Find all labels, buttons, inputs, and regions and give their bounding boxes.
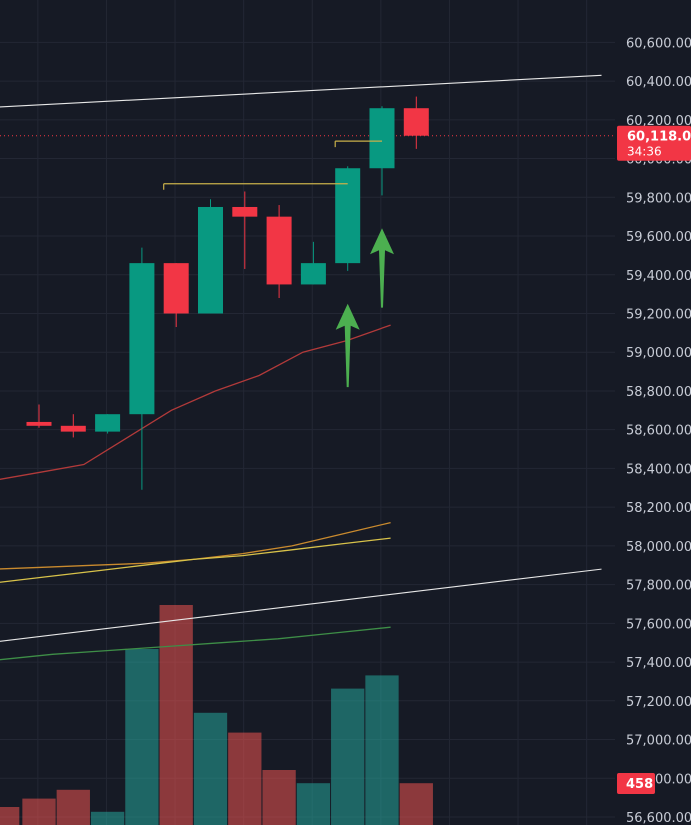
candle-body bbox=[403, 108, 429, 136]
price-axis-tick-label: 59,600.00 bbox=[626, 230, 691, 245]
volume-bar bbox=[228, 732, 262, 825]
volume-tag: 458 bbox=[617, 773, 655, 794]
price-axis[interactable]: 60,600.0060,400.0060,200.0060,000.0059,8… bbox=[626, 36, 691, 825]
price-axis-tick-label: 57,600.00 bbox=[626, 617, 691, 632]
volume-bar bbox=[296, 783, 331, 825]
price-axis-tick-label: 57,200.00 bbox=[626, 695, 691, 710]
candle-body bbox=[266, 216, 292, 285]
price-axis-tick-label: 58,000.00 bbox=[626, 540, 691, 555]
volume-bar bbox=[125, 649, 159, 825]
volume-tag-background bbox=[617, 773, 655, 794]
candle-body bbox=[163, 263, 189, 314]
moving-average-line bbox=[0, 626, 391, 661]
grid-lines bbox=[0, 0, 615, 825]
volume-bar bbox=[262, 770, 296, 825]
price-axis-tick-label: 59,000.00 bbox=[626, 346, 691, 361]
volume-bar bbox=[56, 789, 90, 825]
volume-bar bbox=[0, 807, 20, 825]
volume-bars bbox=[0, 605, 433, 825]
price-axis-tick-label: 58,200.00 bbox=[626, 501, 691, 516]
candle-body bbox=[198, 206, 223, 314]
annotation-arrows[interactable] bbox=[335, 228, 394, 388]
price-axis-tick-label: 57,400.00 bbox=[626, 656, 691, 671]
moving-average-line bbox=[0, 324, 391, 480]
current-price-label: 60,118.00 bbox=[627, 130, 691, 145]
volume-bar bbox=[159, 605, 193, 825]
candle-body bbox=[300, 263, 326, 285]
price-axis-tick-label: 57,800.00 bbox=[626, 579, 691, 594]
up-arrow-annotation bbox=[370, 228, 394, 308]
price-axis-tick-label: 59,200.00 bbox=[626, 307, 691, 322]
candle-body bbox=[26, 421, 52, 426]
trendline bbox=[0, 74, 602, 108]
price-axis-tick-label: 57,000.00 bbox=[626, 734, 691, 749]
candle-body bbox=[335, 168, 361, 264]
volume-bar bbox=[365, 675, 399, 825]
candle-body bbox=[129, 263, 155, 415]
candle-body bbox=[232, 206, 258, 217]
bar-countdown-label: 34:36 bbox=[627, 145, 662, 159]
up-arrow-annotation bbox=[335, 303, 360, 388]
volume-bar bbox=[399, 783, 433, 825]
moving-averages bbox=[0, 324, 391, 661]
price-axis-tick-label: 60,200.00 bbox=[626, 114, 691, 129]
candle-body bbox=[60, 425, 86, 432]
price-axis-tick-label: 58,600.00 bbox=[626, 424, 691, 439]
price-axis-tick-label: 60,400.00 bbox=[626, 75, 691, 90]
price-axis-tick-label: 56,600.00 bbox=[626, 811, 691, 825]
candle-body bbox=[95, 414, 121, 432]
price-axis-tick-label: 58,400.00 bbox=[626, 462, 691, 477]
price-axis-tick-label: 59,800.00 bbox=[626, 191, 691, 206]
price-axis-tick-label: 60,600.00 bbox=[626, 36, 691, 51]
moving-average-line bbox=[0, 537, 391, 583]
current-price-tag-background bbox=[617, 125, 691, 161]
trendline bbox=[0, 568, 602, 642]
volume-bar bbox=[193, 712, 228, 825]
candle-body bbox=[369, 108, 395, 169]
trendlines[interactable] bbox=[0, 74, 602, 648]
price-axis-tick-label: 58,800.00 bbox=[626, 385, 691, 400]
volume-bar bbox=[331, 688, 365, 825]
price-axis-tick-label: 59,400.00 bbox=[626, 269, 691, 284]
volume-bar bbox=[22, 798, 56, 825]
current-price-tag: 60,118.00 34:36 bbox=[617, 125, 691, 161]
volume-bar bbox=[90, 811, 125, 825]
level-lines[interactable] bbox=[163, 140, 382, 190]
volume-label: 458 bbox=[626, 777, 653, 792]
